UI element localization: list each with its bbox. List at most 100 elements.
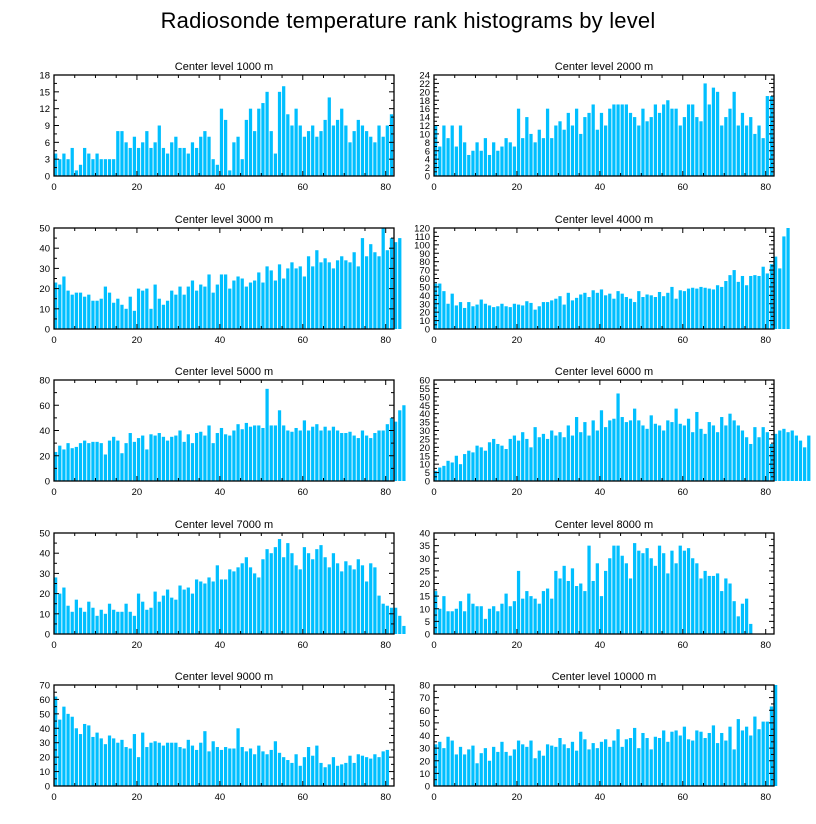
bar — [463, 142, 467, 176]
bar — [149, 607, 153, 634]
bar — [529, 447, 533, 481]
bar — [599, 741, 604, 786]
bar — [595, 430, 599, 481]
bar — [545, 438, 550, 481]
bar — [87, 153, 91, 176]
bar — [608, 293, 612, 329]
bar — [112, 302, 116, 329]
bar — [769, 443, 774, 481]
bar — [496, 306, 500, 329]
bar — [579, 731, 583, 786]
y-tick-label: 40 — [419, 291, 430, 302]
bar — [228, 288, 232, 329]
bar — [261, 751, 265, 786]
bar — [186, 587, 190, 634]
bar — [715, 573, 720, 634]
bar — [703, 83, 707, 176]
bar — [170, 290, 174, 329]
bar — [182, 748, 186, 786]
bar — [385, 605, 389, 634]
bar — [554, 435, 558, 481]
bar — [282, 557, 286, 634]
bar — [450, 462, 454, 481]
bar — [87, 725, 91, 786]
bar — [352, 131, 356, 176]
y-tick-label: 10 — [419, 604, 430, 615]
x-tick-label: 60 — [297, 487, 308, 498]
bar — [219, 579, 224, 634]
bar — [83, 611, 87, 634]
y-tick-label: 70 — [419, 266, 430, 277]
bar — [348, 142, 352, 176]
bar — [662, 430, 666, 481]
bar — [356, 438, 360, 481]
bar — [398, 615, 402, 634]
y-tick-label: 0 — [45, 630, 50, 641]
bar — [302, 547, 307, 634]
bar — [331, 553, 336, 634]
bar — [340, 108, 344, 176]
bar — [331, 757, 336, 786]
bar — [761, 721, 765, 786]
bar — [467, 749, 471, 786]
y-tick-label: 12 — [39, 104, 50, 115]
bar — [74, 170, 78, 176]
bar — [215, 565, 219, 634]
bar — [732, 420, 736, 481]
x-tick-label: 0 — [431, 640, 436, 651]
bar — [178, 747, 182, 786]
bar — [550, 138, 554, 177]
bar — [537, 603, 541, 634]
bar — [74, 446, 78, 481]
x-tick-label: 20 — [132, 640, 143, 651]
bar — [612, 298, 616, 329]
bar — [624, 563, 628, 634]
bar — [624, 739, 628, 786]
bar — [645, 121, 649, 176]
bar — [157, 742, 161, 786]
bar — [132, 734, 137, 786]
bar — [736, 425, 740, 481]
bar — [769, 264, 774, 329]
bar — [467, 450, 471, 481]
bar — [265, 549, 269, 634]
bar — [257, 577, 261, 634]
bar — [487, 608, 492, 634]
bar — [765, 273, 769, 329]
y-tick-label: 10 — [39, 609, 50, 620]
bar — [434, 283, 438, 329]
bar — [219, 749, 224, 786]
bar — [161, 745, 166, 786]
bar — [521, 432, 525, 481]
bar — [83, 147, 87, 176]
bar — [107, 440, 112, 481]
bar — [744, 437, 749, 481]
bar — [149, 147, 153, 176]
y-tick-label: 100 — [414, 240, 430, 251]
bar — [240, 563, 244, 634]
bar — [533, 309, 537, 329]
bar — [232, 430, 236, 481]
x-tick-label: 0 — [431, 182, 436, 193]
bar — [244, 751, 248, 786]
bar — [450, 611, 454, 634]
bar — [174, 742, 178, 786]
bar — [504, 449, 508, 481]
bar — [290, 125, 294, 176]
bar — [315, 136, 319, 176]
bar — [678, 423, 682, 481]
bar — [496, 150, 500, 176]
x-tick-label: 40 — [595, 182, 606, 193]
bar — [203, 131, 207, 176]
x-tick-label: 60 — [677, 487, 688, 498]
bar — [99, 738, 103, 786]
y-tick-label: 14 — [419, 113, 430, 124]
bar — [686, 104, 691, 176]
y-tick-label: 80 — [419, 257, 430, 268]
bar — [377, 595, 381, 634]
bar — [442, 748, 446, 787]
bar — [311, 426, 315, 481]
y-tick-label: 30 — [419, 554, 430, 565]
bar — [774, 433, 778, 481]
